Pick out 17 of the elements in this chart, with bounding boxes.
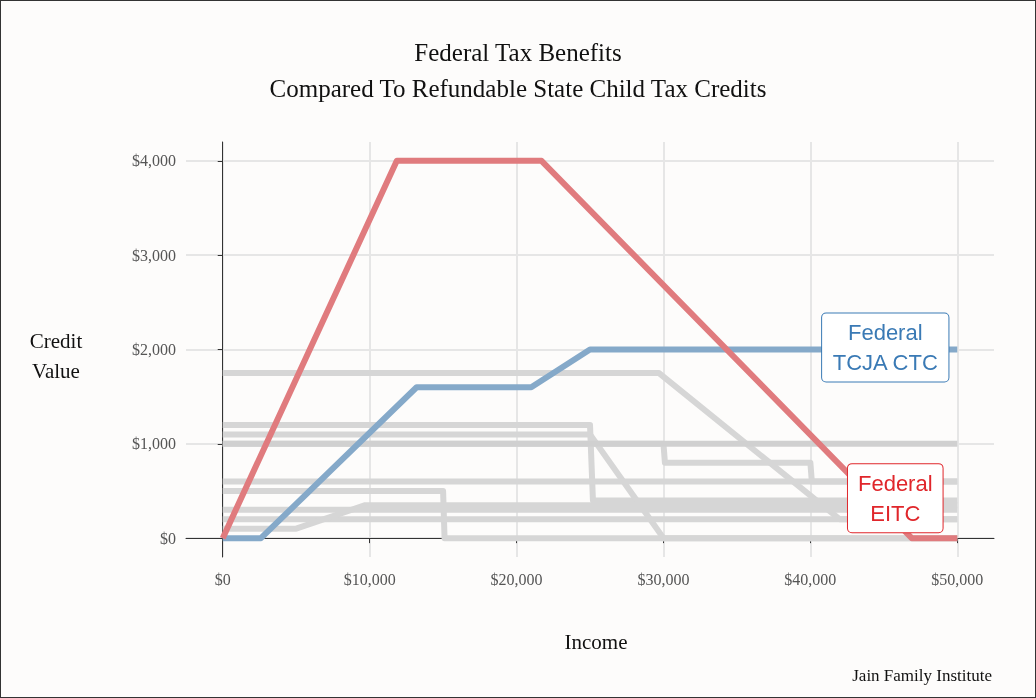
x-tick-label: $40,000 — [784, 570, 837, 588]
x-tick-label: $20,000 — [490, 570, 543, 588]
chart-title: Federal Tax Benefits Compared To Refundable State Child Tax Credits — [269, 38, 767, 102]
y-tick-label: $0 — [160, 529, 176, 547]
y-axis-title: Credit Value — [29, 329, 83, 383]
x-tick-label: $0 — [214, 570, 231, 588]
y-tick-label: $2,000 — [132, 341, 176, 358]
y-tick-label: $3,000 — [132, 246, 176, 264]
y-tick-label: $4,000 — [132, 152, 176, 170]
x-axis-title: Income — [564, 629, 628, 654]
series-label: Federal TCJA CTC — [832, 320, 938, 375]
series-label: Federal EITC — [857, 470, 933, 526]
x-tick-label: $10,000 — [343, 570, 396, 588]
text: Jain Family Institute — [852, 666, 993, 685]
x-tick-label: $30,000 — [637, 570, 690, 588]
y-tick-label: $1,000 — [132, 435, 176, 453]
x-tick-label: $50,000 — [931, 570, 984, 588]
